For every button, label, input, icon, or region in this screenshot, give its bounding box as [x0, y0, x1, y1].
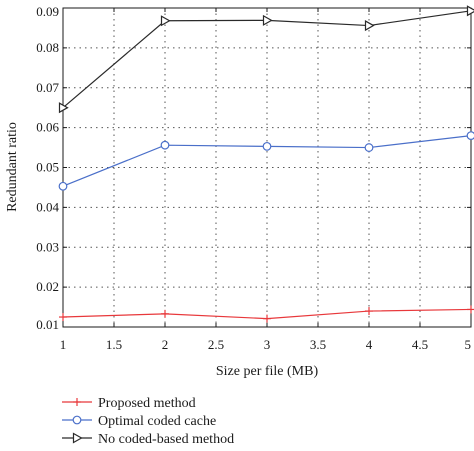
x-axis-label: Size per file (MB)	[216, 364, 319, 379]
x-tick-label: 5	[465, 337, 472, 352]
legend-entry: Optimal coded cache	[62, 414, 216, 429]
legend-entry: Proposed method	[62, 396, 196, 411]
y-axis-label: Redundant ratio	[5, 122, 20, 212]
legend-marker	[72, 432, 83, 444]
legend-marker	[73, 398, 81, 406]
x-tick-label: 3.5	[310, 337, 326, 352]
legend-label: Proposed method	[98, 396, 196, 411]
y-tick-label: 0.09	[36, 4, 59, 19]
data-point	[466, 5, 474, 17]
data-point	[161, 309, 169, 318]
data-point	[467, 305, 474, 314]
x-tick-label: 4	[366, 337, 373, 352]
series-2	[58, 131, 474, 191]
data-point	[466, 131, 474, 140]
y-tick-label: 0.03	[36, 239, 59, 254]
y-tick-label: 0.05	[36, 160, 59, 175]
legend-marker	[72, 415, 82, 425]
x-tick-label: 1	[60, 337, 67, 352]
y-tick-label: 0.07	[36, 80, 59, 95]
legend: Proposed method Optimal coded cache No cod…	[62, 396, 234, 447]
y-tick-label: 0.04	[36, 199, 59, 214]
data-point	[59, 313, 67, 322]
data-point	[160, 15, 171, 27]
data-point	[160, 140, 170, 150]
series-3	[58, 5, 474, 114]
legend-entry: No coded-based method	[62, 432, 234, 447]
series-1	[59, 305, 474, 323]
data-point	[262, 141, 272, 151]
data-point	[58, 181, 68, 191]
data-point	[263, 314, 271, 323]
y-tick-label: 0.01	[36, 317, 59, 332]
data-point	[364, 143, 374, 152]
data-point	[364, 20, 375, 32]
x-tick-label: 2	[162, 337, 169, 352]
legend-label: No coded-based method	[98, 432, 234, 447]
y-tick-label: 0.02	[36, 279, 59, 294]
legend-label: Optimal coded cache	[98, 414, 216, 429]
x-tick-label: 3	[264, 337, 271, 352]
x-tick-label: 4.5	[412, 337, 428, 352]
data-point	[262, 14, 273, 26]
data-series	[58, 5, 474, 323]
grid-lines	[63, 8, 471, 327]
y-tick-label: 0.08	[36, 40, 59, 55]
axis-ticks: 1 1.5 2 2.5 3 3.5 4 4.5 5 0.01 0.02 0.03 0.04 0.05 0.0…	[36, 4, 472, 352]
data-point	[58, 102, 69, 114]
data-point	[365, 307, 373, 316]
y-tick-label: 0.06	[36, 120, 59, 135]
x-tick-label: 2.5	[208, 337, 224, 352]
x-tick-label: 1.5	[106, 337, 122, 352]
